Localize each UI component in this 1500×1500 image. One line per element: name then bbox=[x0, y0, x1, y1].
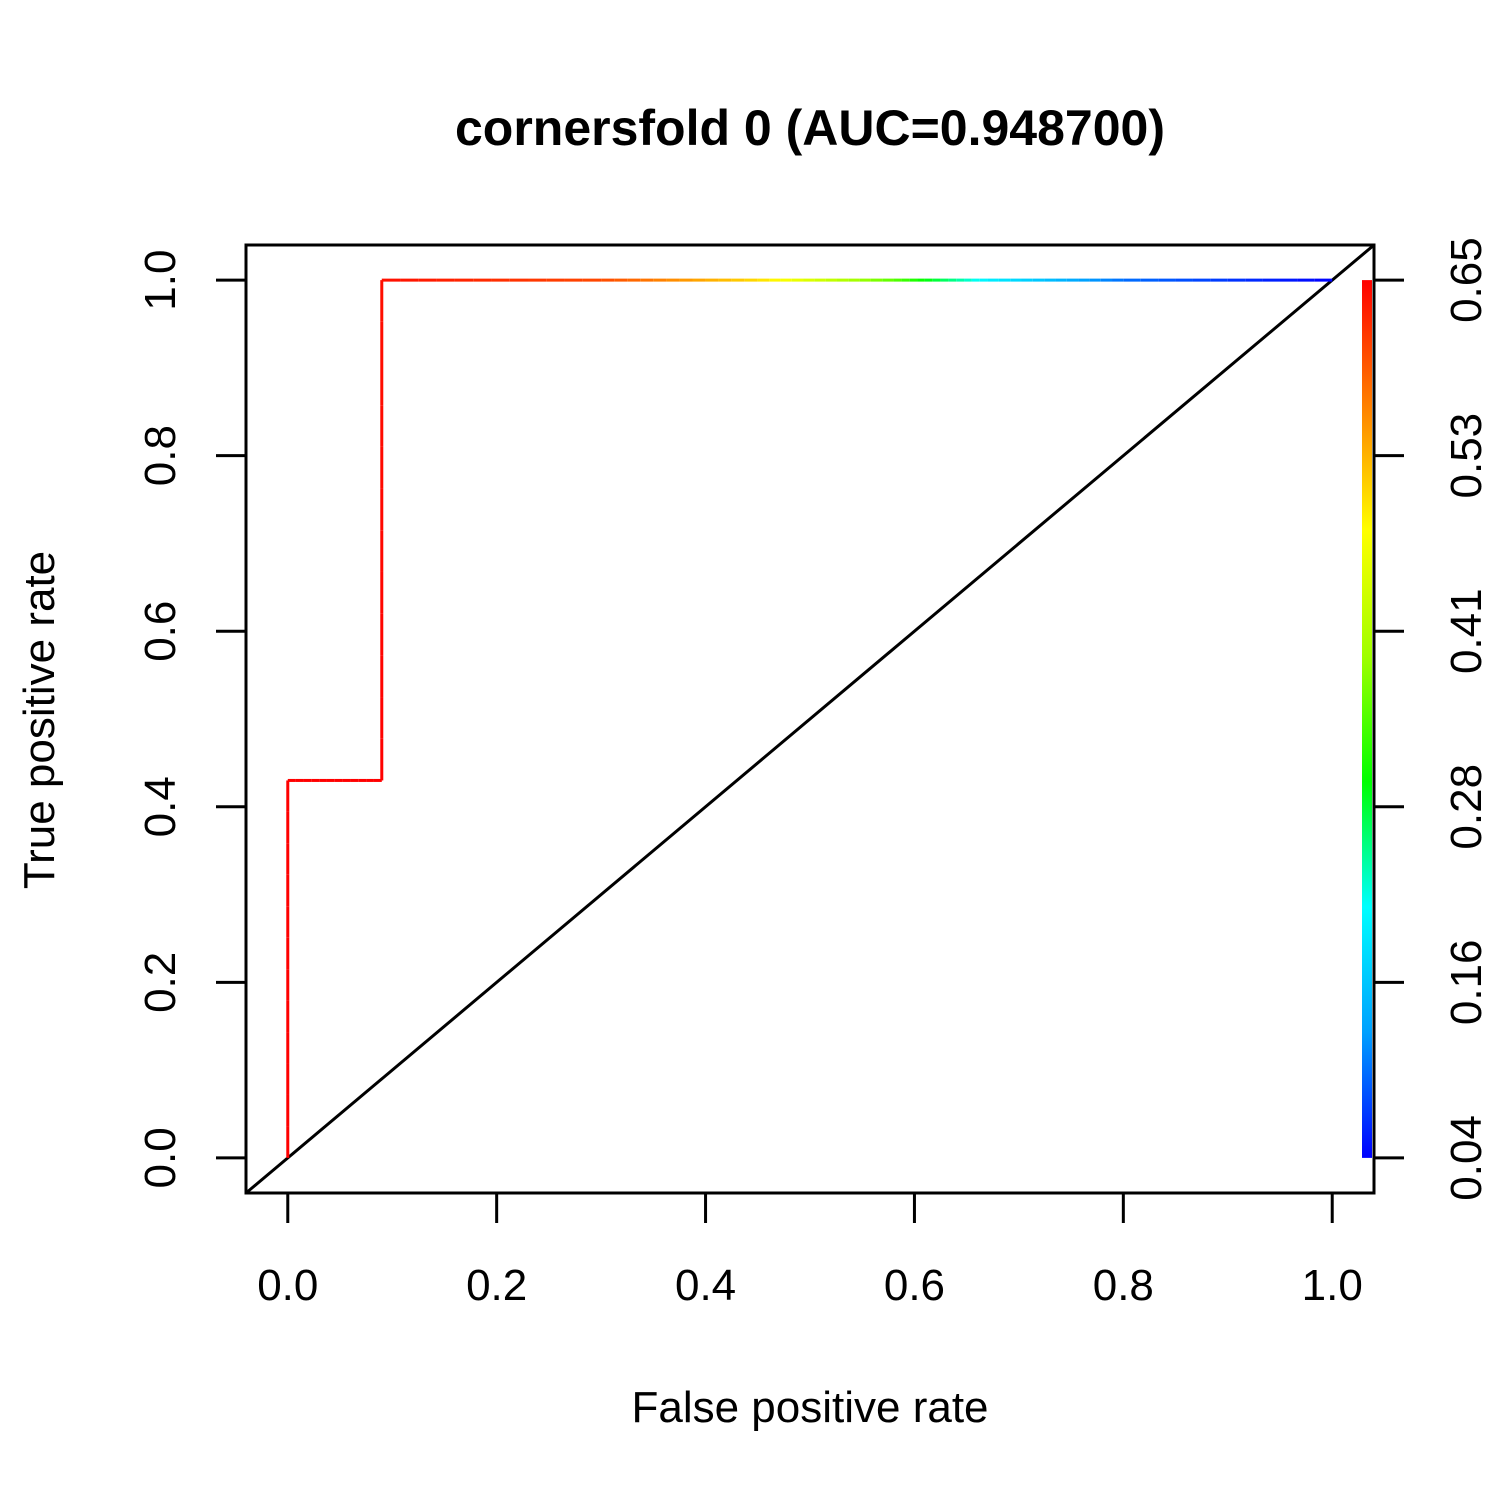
y-axis: 0.0 0.2 0.4 0.6 0.8 1.0 bbox=[136, 250, 246, 1188]
colorbar-tick-label: 0.28 bbox=[1442, 764, 1491, 850]
roc-curve-group bbox=[286, 278, 1333, 1158]
colorbar-axis: 0.04 0.16 0.28 0.41 0.53 0.65 bbox=[1374, 237, 1491, 1201]
x-tick-label: 0.2 bbox=[466, 1261, 527, 1310]
colorbar-group bbox=[1362, 280, 1372, 1158]
colorbar-tick-label: 0.65 bbox=[1442, 237, 1491, 323]
x-axis: 0.0 0.2 0.4 0.6 0.8 1.0 bbox=[257, 1193, 1363, 1310]
x-tick-label: 0.0 bbox=[257, 1261, 318, 1310]
x-tick-label: 0.4 bbox=[675, 1261, 736, 1310]
y-tick-label: 0.4 bbox=[136, 776, 185, 837]
y-axis-label: True positive rate bbox=[15, 551, 64, 889]
colorbar bbox=[1362, 280, 1372, 1158]
y-tick-label: 0.8 bbox=[136, 425, 185, 486]
x-tick-label: 0.6 bbox=[884, 1261, 945, 1310]
reference-diagonal-line bbox=[245, 243, 1375, 1195]
y-tick-label: 0.2 bbox=[136, 952, 185, 1013]
plot-frame bbox=[244, 243, 1376, 1195]
chart-title: cornersfold 0 (AUC=0.948700) bbox=[455, 100, 1165, 156]
colorbar-tick-label: 0.53 bbox=[1442, 413, 1491, 499]
colorbar-tick-label: 0.04 bbox=[1442, 1115, 1491, 1201]
x-tick-label: 0.8 bbox=[1093, 1261, 1154, 1310]
reference-diagonal-group bbox=[245, 243, 1375, 1195]
y-tick-label: 0.6 bbox=[136, 601, 185, 662]
y-tick-label: 1.0 bbox=[136, 250, 185, 311]
x-tick-label: 1.0 bbox=[1302, 1261, 1363, 1310]
colorbar-tick-label: 0.41 bbox=[1442, 588, 1491, 674]
x-axis-label: False positive rate bbox=[631, 1383, 988, 1432]
y-tick-label: 0.0 bbox=[136, 1127, 185, 1188]
colorbar-tick-label: 0.16 bbox=[1442, 940, 1491, 1026]
